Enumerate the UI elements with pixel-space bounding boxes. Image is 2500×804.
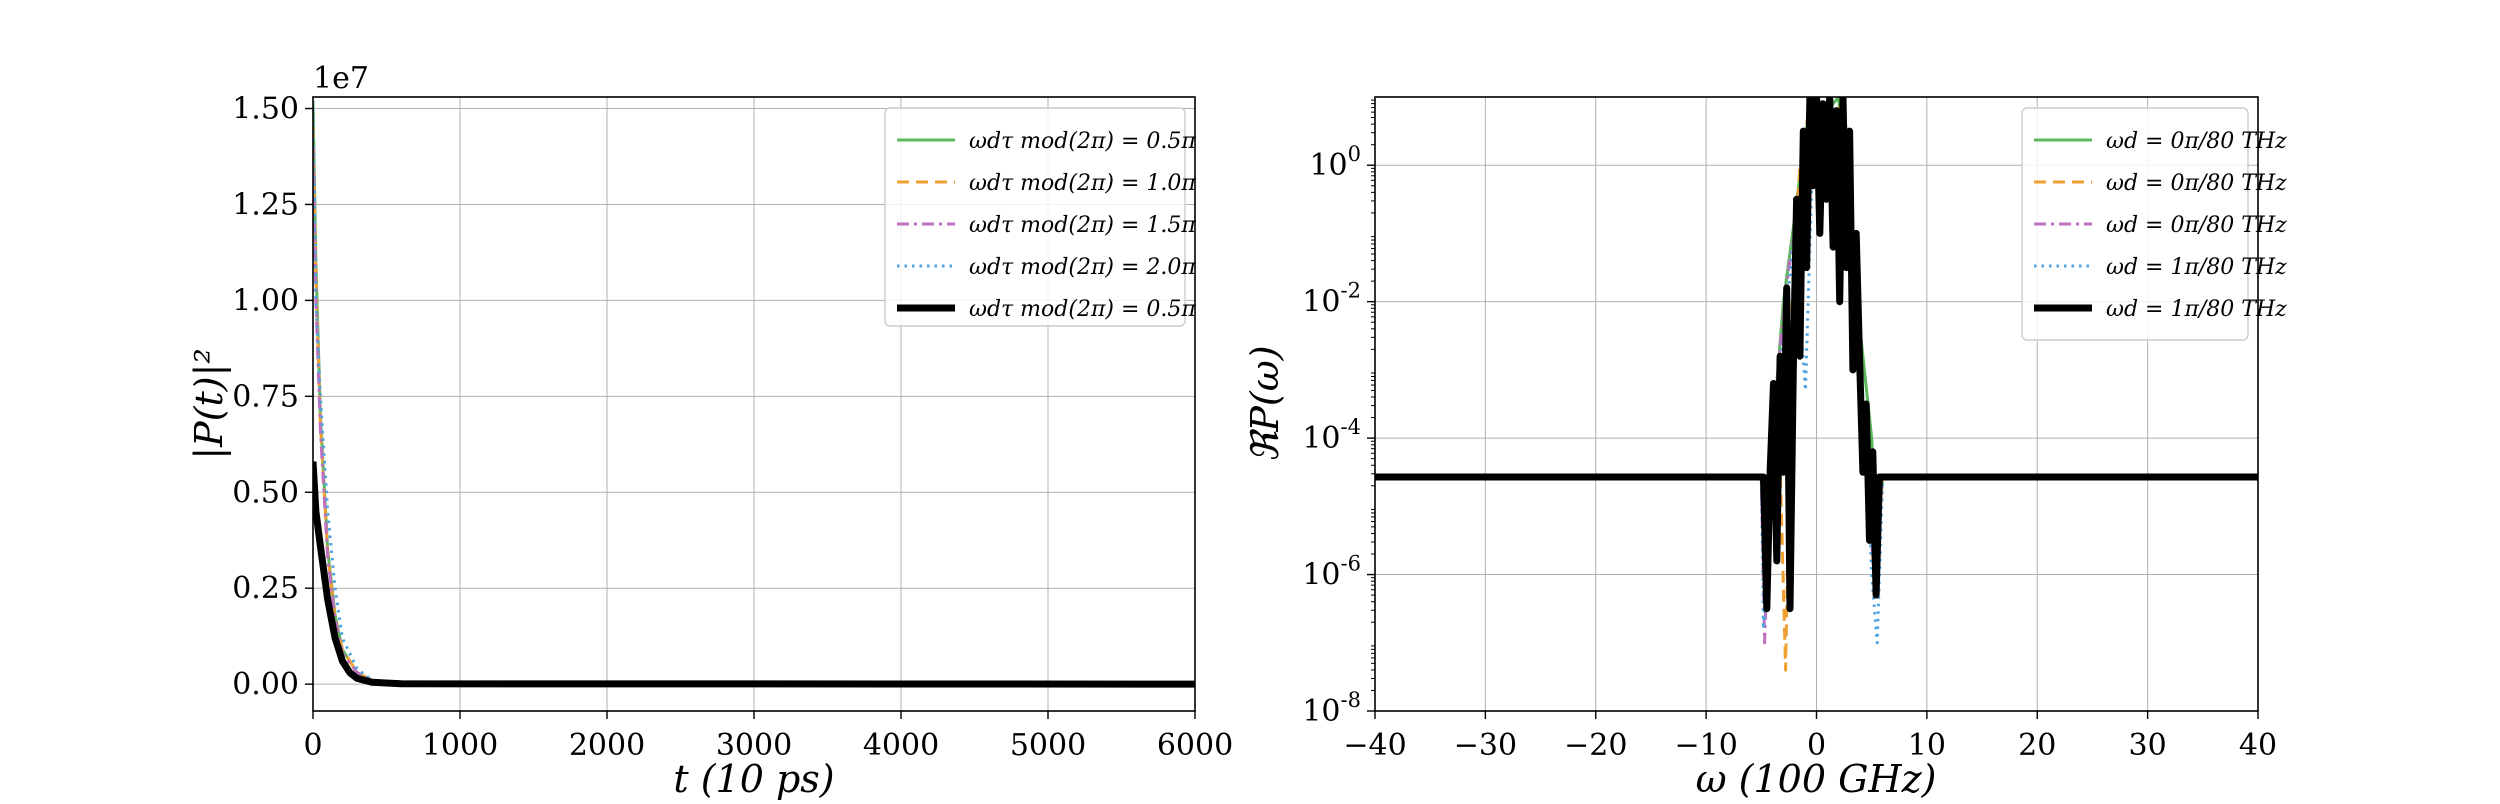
right-ticks: −40 −30 −20 −10 0 10 20 30 40 100 10-2 10-4 10-6 10-8 — [1302, 99, 2277, 763]
left-y-axis-label: |P(t)|² — [187, 348, 231, 459]
legend-frame — [2021, 107, 2249, 341]
legend-label: ωd = 1π/80 THz — [2106, 297, 2287, 322]
left-y-tick-label: 0.75 — [232, 379, 299, 414]
right-x-tick-label: −40 — [1343, 728, 1406, 763]
right-y-tick-label: 100 — [1309, 142, 1361, 183]
left-x-tick-label: 4000 — [863, 728, 939, 763]
right-y-tick-label: 10-4 — [1302, 415, 1361, 456]
legend-label: ωdτ mod(2π) = 0.5π — [969, 129, 1196, 154]
left-x-tick-label: 0 — [303, 728, 322, 763]
right-x-tick-label: 10 — [1908, 728, 1946, 763]
right-x-tick-label: 20 — [2018, 728, 2056, 763]
legend-label: ωdτ mod(2π) = 1.0π — [969, 171, 1196, 196]
legend-frame — [884, 107, 1186, 327]
left-series — [313, 100, 1195, 688]
right-legend: ωd = 0π/80 THz ωd = 0π/80 THz ωd = 0π/80 T… — [2021, 107, 2287, 341]
right-x-tick-label: −30 — [1454, 728, 1517, 763]
left-offset-text: 1e7 — [313, 61, 369, 96]
left-y-tick-label: 1.25 — [232, 187, 299, 222]
right-x-tick-label: −10 — [1674, 728, 1737, 763]
legend-label: ωdτ mod(2π) = 0.5π — [969, 297, 1196, 322]
right-x-tick-label: −20 — [1564, 728, 1627, 763]
right-y-tick-label: 10-8 — [1302, 688, 1361, 729]
right-series-line-4 — [1375, 97, 2258, 613]
right-x-tick-label: 0 — [1807, 728, 1826, 763]
left-x-tick-label: 1000 — [422, 728, 498, 763]
right-x-tick-label: 30 — [2129, 728, 2167, 763]
left-y-tick-label: 0.25 — [232, 571, 299, 606]
left-series-line-4 — [313, 461, 1195, 688]
left-x-tick-label: 2000 — [569, 728, 645, 763]
left-y-tick-label: 0.50 — [232, 475, 299, 510]
legend-label: ωd = 0π/80 THz — [2106, 171, 2287, 196]
left-y-tick-label: 0.00 — [232, 667, 299, 702]
right-y-axis-label: ℜP(ω) — [1243, 345, 1287, 462]
right-y-tick-label: 10-2 — [1302, 279, 1361, 320]
legend-label: ωd = 0π/80 THz — [2106, 213, 2287, 238]
left-ticks: 0 1000 2000 3000 4000 5000 6000 0.00 0.25 0.50 0.7… — [232, 92, 1233, 763]
left-legend: ωdτ mod(2π) = 0.5π ωdτ mod(2π) = 1.0π ωdτ … — [884, 107, 1196, 327]
legend-label: ωdτ mod(2π) = 2.0π — [969, 255, 1196, 280]
legend-label: ωdτ mod(2π) = 1.5π — [969, 213, 1196, 238]
left-x-tick-label: 6000 — [1157, 728, 1233, 763]
left-y-tick-label: 1.00 — [232, 283, 299, 318]
right-x-tick-label: 40 — [2239, 728, 2277, 763]
right-x-axis-label: ω (100 GHz) — [1696, 757, 1937, 800]
left-x-tick-label: 5000 — [1010, 728, 1086, 763]
left-x-axis-label: t (10 ps) — [673, 757, 834, 800]
legend-label: ωd = 0π/80 THz — [2106, 129, 2287, 154]
legend-label: ωd = 1π/80 THz — [2106, 255, 2287, 280]
right-series — [1375, 97, 2258, 672]
left-x-tick-label: 3000 — [716, 728, 792, 763]
right-y-tick-label: 10-6 — [1302, 552, 1361, 593]
left-y-tick-label: 1.50 — [232, 92, 299, 127]
